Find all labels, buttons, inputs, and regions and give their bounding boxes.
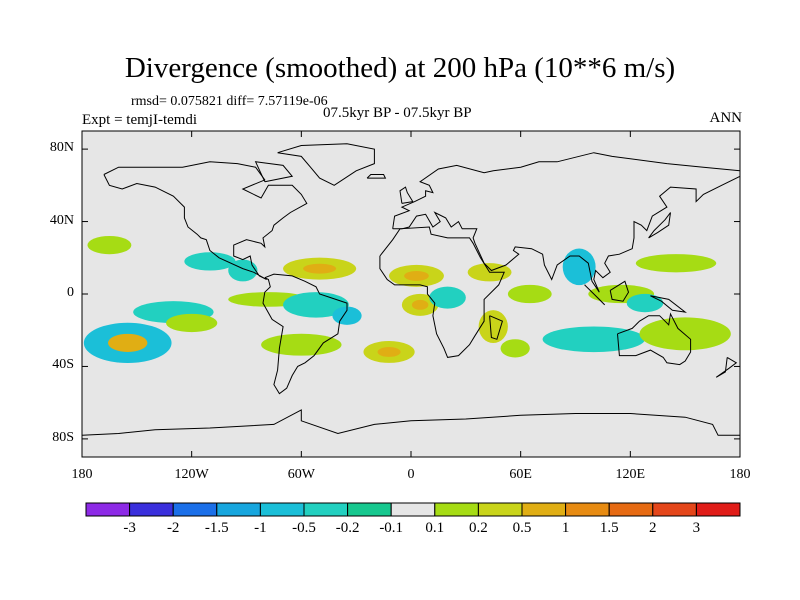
divergence-patch-madagascar — [478, 310, 508, 344]
convergence-patch-indian-ocean — [542, 326, 645, 353]
colorbar-label: -1.5 — [204, 520, 229, 536]
divergence-patch-west-pacific-north — [635, 254, 717, 273]
convergence-patch-pacific-warm-pool — [626, 293, 664, 313]
season-label: ANN — [709, 110, 743, 126]
colorbar-label: 1.5 — [599, 520, 619, 536]
period-label: 07.5kyr BP - 07.5kyr BP — [323, 105, 472, 121]
lon-label: 60W — [287, 467, 315, 482]
convergence-patch-east-pacific — [184, 252, 236, 271]
lat-label: 40N — [49, 212, 74, 228]
lon-label: 60E — [509, 467, 532, 482]
lon-label: 0 — [407, 467, 415, 482]
colorbar-swatch — [259, 502, 305, 517]
convergence-patch-bay-of-bengal — [562, 248, 596, 286]
colorbar-label: -2 — [166, 520, 180, 536]
coastline-new-guinea — [650, 295, 688, 313]
coastline-iceland — [366, 174, 387, 179]
divergence-patch-gulf-guinea-core — [411, 299, 429, 310]
colorbar-label: 2 — [649, 520, 657, 536]
colorbar-label: 3 — [692, 520, 701, 536]
colorbar-label: 0.2 — [469, 520, 488, 536]
lat-label: 80S — [52, 429, 74, 445]
coastline-africa — [379, 226, 505, 358]
lat-label: 40S — [52, 357, 74, 373]
coastline-antarctica — [82, 409, 740, 436]
experiment-label: Expt = temjI-temdi — [82, 112, 198, 128]
divergence-patch-pacific-north — [87, 235, 132, 255]
coastline-uk — [399, 186, 414, 204]
colorbar-swatch — [129, 502, 174, 517]
divergence-patch-sahara-core — [404, 270, 429, 281]
divergence-patch-south-pacific-east — [261, 333, 342, 356]
colorbar-label: 1 — [561, 520, 570, 536]
colorbar-label: -1 — [254, 520, 267, 536]
colorbar-label: -0.5 — [292, 520, 316, 536]
colorbar-swatch — [347, 502, 392, 517]
colorbar-swatch — [608, 502, 654, 517]
divergence-patch-pacific-south — [166, 313, 218, 333]
colorbar-label: 0.5 — [512, 520, 532, 536]
coastline-sumatra — [584, 284, 606, 306]
colorbar-swatch — [695, 502, 741, 517]
lat-label: 80N — [49, 140, 74, 156]
coastline-south-america — [262, 273, 348, 395]
colorbar-swatch — [652, 502, 697, 517]
convergence-patch-congo — [429, 286, 466, 309]
colorbar-swatch — [477, 502, 523, 517]
convergence-patch-mexico — [228, 259, 258, 282]
chart-title: Divergence (smoothed) at 200 hPa (10**6 … — [124, 52, 676, 84]
coastline-madagascar — [489, 315, 504, 340]
divergence-patch-arabian-sea — [507, 284, 552, 304]
rmsd-diff-label: rmsd= 0.075821 diff= 7.57119e-06 — [131, 94, 328, 109]
colorbar-swatch — [565, 502, 610, 517]
lon-label: 180 — [71, 467, 93, 482]
coastlines — [82, 143, 740, 436]
colorbar-swatch — [216, 502, 261, 517]
colorbar-swatch — [85, 502, 131, 517]
lat-label: 0 — [67, 285, 74, 300]
colorbar — [85, 502, 741, 517]
colorbar-swatch — [521, 502, 567, 517]
colorbar-label: -0.2 — [335, 520, 360, 536]
colorbar-label: 0.1 — [425, 520, 445, 536]
divergence-patch-south-pacific-west — [639, 317, 731, 351]
divergence-contour-fills — [83, 235, 731, 364]
divergence-patch-caribbean-core — [303, 263, 337, 274]
convergence-patch-pacific-subtropic-sw-core — [107, 333, 148, 352]
coastline-eurasia — [392, 152, 740, 293]
coastline-japan — [648, 212, 671, 239]
lon-label: 180 — [729, 467, 751, 482]
coastline-baffin-island — [254, 161, 294, 183]
coastline-borneo — [609, 280, 630, 302]
coastline-new-zealand — [715, 356, 738, 378]
colorbar-swatch — [303, 502, 349, 517]
coastline-greenland — [277, 143, 375, 186]
colorbar-swatch — [172, 502, 218, 517]
colorbar-label: -0.1 — [379, 520, 404, 536]
lon-label: 120W — [174, 467, 209, 482]
lon-label: 120E — [615, 467, 646, 482]
coastline-australia — [617, 312, 692, 366]
colorbar-swatch — [390, 502, 436, 517]
axis-ticks — [81, 131, 741, 457]
colorbar-label: -3 — [123, 520, 136, 536]
coastline-north-america — [103, 161, 308, 280]
colorbar-swatch — [434, 502, 479, 517]
divergence-patch-west-indian-ocean — [500, 339, 530, 358]
divergence-patch-south-atlantic-core — [377, 347, 401, 357]
